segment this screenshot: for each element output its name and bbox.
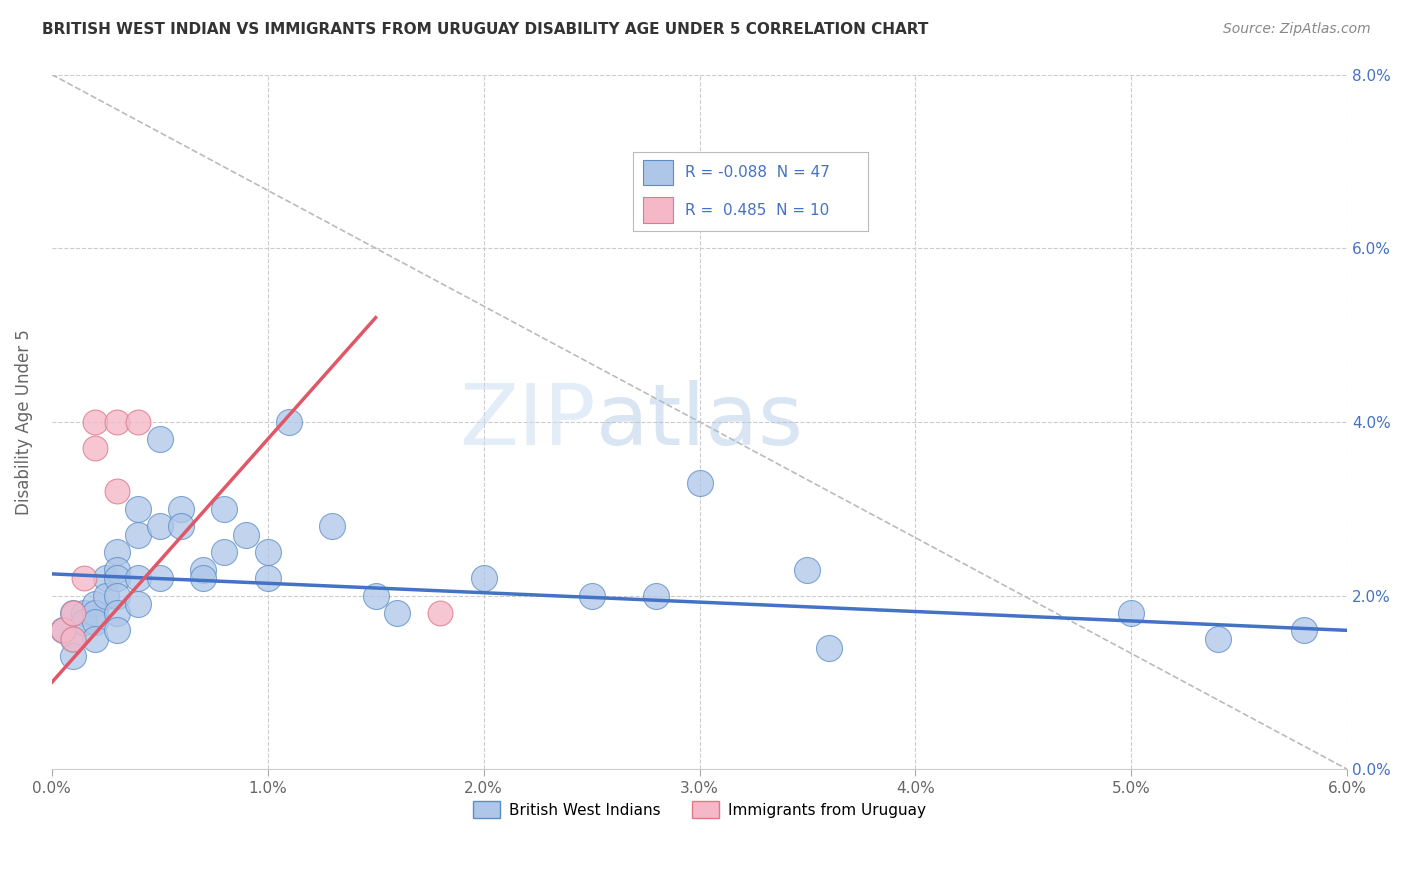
- Legend: British West Indians, Immigrants from Uruguay: British West Indians, Immigrants from Ur…: [467, 796, 932, 824]
- Point: [84, 615, 107, 629]
- Point: [105, 589, 128, 603]
- Point: [214, 545, 236, 559]
- Point: [818, 640, 841, 655]
- Point: [278, 415, 301, 429]
- Point: [256, 571, 278, 585]
- Text: Source: ZipAtlas.com: Source: ZipAtlas.com: [1223, 22, 1371, 37]
- Point: [127, 571, 149, 585]
- Point: [214, 501, 236, 516]
- Point: [84, 415, 107, 429]
- Text: R = -0.088  N = 47: R = -0.088 N = 47: [685, 165, 830, 179]
- Point: [84, 441, 107, 455]
- Point: [62, 606, 84, 620]
- Point: [645, 589, 668, 603]
- Point: [387, 606, 409, 620]
- Point: [51, 624, 73, 638]
- Point: [127, 528, 149, 542]
- Point: [105, 571, 128, 585]
- Point: [84, 597, 107, 611]
- Point: [84, 632, 107, 646]
- Point: [1206, 632, 1229, 646]
- Point: [94, 571, 117, 585]
- Point: [796, 563, 818, 577]
- Point: [1121, 606, 1143, 620]
- Point: [84, 606, 107, 620]
- Point: [105, 545, 128, 559]
- Point: [191, 571, 214, 585]
- Text: ZIP: ZIP: [460, 380, 596, 464]
- Point: [73, 571, 96, 585]
- Point: [689, 475, 711, 490]
- Point: [73, 615, 96, 629]
- Point: [127, 415, 149, 429]
- Bar: [643, 160, 673, 185]
- Point: [105, 563, 128, 577]
- Point: [235, 528, 257, 542]
- Point: [62, 632, 84, 646]
- Point: [62, 649, 84, 664]
- Point: [149, 519, 172, 533]
- Point: [105, 606, 128, 620]
- Point: [62, 606, 84, 620]
- Point: [191, 563, 214, 577]
- Point: [256, 545, 278, 559]
- Point: [62, 632, 84, 646]
- Point: [149, 432, 172, 446]
- Point: [94, 589, 117, 603]
- Point: [51, 624, 73, 638]
- Point: [321, 519, 343, 533]
- Text: BRITISH WEST INDIAN VS IMMIGRANTS FROM URUGUAY DISABILITY AGE UNDER 5 CORRELATIO: BRITISH WEST INDIAN VS IMMIGRANTS FROM U…: [42, 22, 928, 37]
- Point: [1294, 624, 1316, 638]
- Point: [364, 589, 387, 603]
- Point: [149, 571, 172, 585]
- Point: [429, 606, 451, 620]
- Point: [105, 415, 128, 429]
- Point: [127, 501, 149, 516]
- Point: [105, 624, 128, 638]
- Point: [170, 519, 193, 533]
- Point: [472, 571, 495, 585]
- Text: R =  0.485  N = 10: R = 0.485 N = 10: [685, 202, 830, 218]
- Point: [127, 597, 149, 611]
- Point: [581, 589, 603, 603]
- Point: [170, 501, 193, 516]
- Y-axis label: Disability Age Under 5: Disability Age Under 5: [15, 329, 32, 515]
- Point: [73, 606, 96, 620]
- Text: atlas: atlas: [596, 380, 804, 464]
- Point: [105, 484, 128, 499]
- Bar: [643, 197, 673, 223]
